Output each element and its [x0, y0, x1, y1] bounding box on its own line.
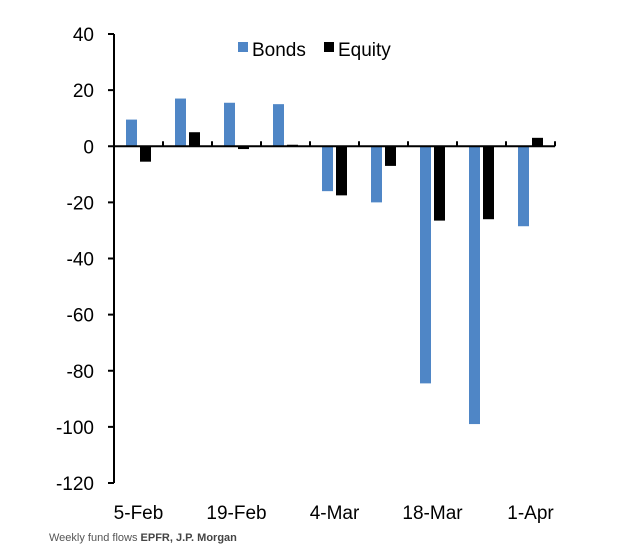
x-tick-label: 4-Mar	[310, 503, 360, 524]
equity-bar	[483, 146, 494, 220]
y-tick-label: 0	[83, 137, 94, 158]
bonds-bar	[518, 146, 529, 227]
x-tick-label: 19-Feb	[206, 503, 266, 524]
y-tick-label: -120	[56, 474, 94, 495]
equity-bar	[140, 146, 151, 162]
x-tick-label: 1-Apr	[507, 503, 554, 524]
bonds-legend-swatch	[238, 42, 248, 52]
bonds-bar	[469, 146, 480, 425]
y-tick-label: -60	[67, 306, 94, 327]
bonds-legend-label: Bonds	[252, 40, 306, 61]
source-bold: EPFR, J.P. Morgan	[140, 532, 237, 544]
bonds-bar	[126, 119, 137, 147]
y-tick-label: -40	[67, 250, 94, 271]
y-tick-label: -80	[67, 362, 94, 383]
source-note: Weekly fund flows EPFR, J.P. Morgan	[49, 532, 237, 544]
bonds-bar	[175, 98, 186, 147]
equity-bar	[189, 132, 200, 147]
y-tick-label: -100	[56, 418, 94, 439]
bar-chart: 40 20 0 -20 -40 -60 -80 -100 -120 5-Feb 19-Feb 4-Ma…	[56, 25, 556, 524]
equity-legend-label: Equity	[338, 40, 391, 61]
y-tick-label: 20	[73, 81, 94, 102]
x-tick-label: 5-Feb	[114, 503, 164, 524]
bonds-bar	[322, 146, 333, 192]
bonds-bar	[420, 146, 431, 384]
equity-bar	[385, 146, 396, 166]
source-prefix: Weekly fund flows	[49, 532, 138, 544]
y-tick-label: 40	[73, 25, 94, 46]
y-tick-label: -20	[67, 193, 94, 214]
x-tick-label: 18-Mar	[402, 503, 463, 524]
bonds-bar	[273, 104, 284, 147]
equity-bar	[532, 137, 543, 147]
equity-legend-swatch	[324, 42, 334, 52]
equity-bar	[336, 146, 347, 196]
bonds-bar	[371, 146, 382, 203]
bonds-bar	[224, 102, 235, 147]
equity-bar	[434, 146, 445, 221]
equity-bar	[238, 146, 249, 150]
